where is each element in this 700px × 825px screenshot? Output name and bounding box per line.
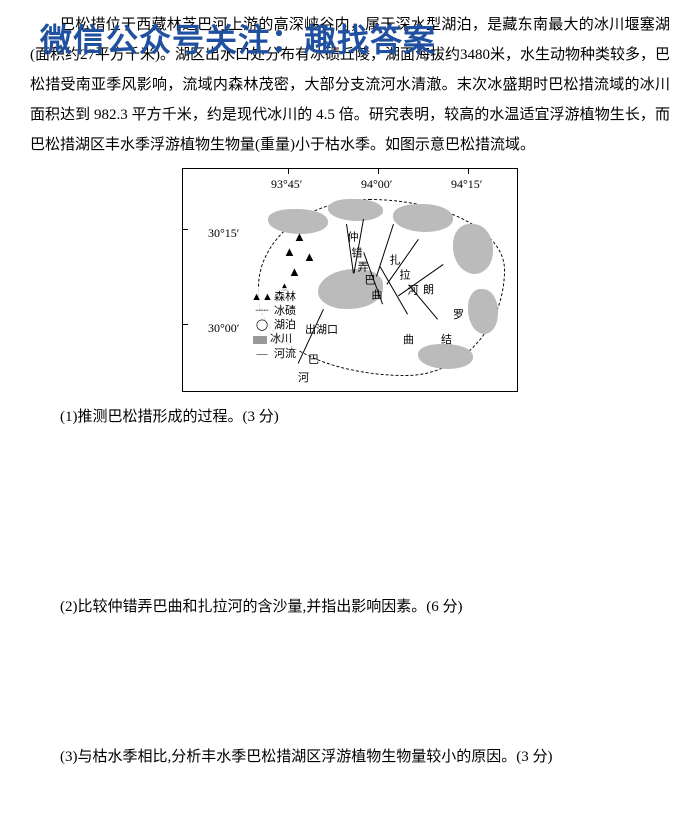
legend-label: 湖泊 bbox=[274, 318, 296, 332]
map-legend: ▲▲ 森林 ┈┈ 冰碛 ◯ 湖泊 冰川 — 河流 bbox=[251, 288, 298, 363]
legend-row: ┈┈ 冰碛 bbox=[253, 304, 296, 318]
question-3: (3)与枯水季相比,分析丰水季巴松措湖区浮游植物生物量较小的原因。(3 分) bbox=[30, 742, 670, 772]
map-label: 河 bbox=[401, 284, 423, 296]
lake-icon: ◯ bbox=[253, 318, 271, 332]
outlet-label: 出湖口 bbox=[305, 319, 338, 341]
legend-label: 冰川 bbox=[270, 332, 292, 346]
legend-label: 森林 bbox=[274, 290, 296, 304]
map-label: 巴 bbox=[308, 349, 319, 371]
map-label: 罗 bbox=[453, 304, 464, 326]
legend-row: ◯ 湖泊 bbox=[253, 318, 296, 332]
lon-label-2: 94°15′ bbox=[451, 172, 482, 196]
map-label: 结 bbox=[441, 329, 452, 351]
question-2: (2)比较仲错弄巴曲和扎拉河的含沙量,并指出影响因素。(6 分) bbox=[30, 592, 670, 622]
map-label: 曲 bbox=[403, 329, 414, 351]
glacier-blob bbox=[468, 289, 498, 334]
forest-icon: ▲▲ bbox=[253, 290, 271, 304]
intro-paragraph: 巴松措位于西藏林芝巴河上游的高深峡谷内，属于深水型湖泊，是藏东南最大的冰川堰塞湖… bbox=[30, 10, 670, 160]
tree-icon: ▲ bbox=[303, 244, 316, 270]
map-label: 弄 bbox=[351, 261, 373, 273]
lat-tick bbox=[183, 324, 188, 325]
map-label: 拉 bbox=[393, 269, 415, 281]
map-label: 错 bbox=[345, 247, 367, 259]
page-content: 巴松措位于西藏林芝巴河上游的高深峡谷内，属于深水型湖泊，是藏东南最大的冰川堰塞湖… bbox=[0, 0, 700, 782]
lon-label-0: 93°45′ bbox=[271, 172, 302, 196]
map-label: 扎 bbox=[383, 254, 405, 266]
lon-label-1: 94°00′ bbox=[361, 172, 392, 196]
legend-row: ▲▲ 森林 bbox=[253, 290, 296, 304]
lat-label-1: 30°00′ bbox=[208, 316, 239, 340]
map-label: 朗 bbox=[423, 279, 434, 301]
question-1: (1)推测巴松措形成的过程。(3 分) bbox=[30, 402, 670, 432]
glacier-blob bbox=[453, 224, 493, 274]
answer-space-2 bbox=[30, 622, 670, 732]
legend-row: — 河流 bbox=[253, 347, 296, 361]
moraine-icon: ┈┈ bbox=[253, 304, 271, 318]
map-figure: 93°45′ 94°00′ 94°15′ 30°15′ 30°00′ bbox=[182, 168, 518, 392]
legend-label: 冰碛 bbox=[274, 304, 296, 318]
river-icon: — bbox=[253, 347, 271, 361]
legend-label: 河流 bbox=[274, 347, 296, 361]
answer-space-1 bbox=[30, 432, 670, 582]
map-label: 巴 bbox=[358, 274, 380, 286]
glacier-icon bbox=[253, 336, 267, 344]
lat-tick bbox=[183, 229, 188, 230]
legend-row: 冰川 bbox=[253, 332, 296, 346]
map-label: 仲 bbox=[341, 231, 363, 243]
lat-label-0: 30°15′ bbox=[208, 221, 239, 245]
map-container: 93°45′ 94°00′ 94°15′ 30°15′ 30°00′ bbox=[30, 168, 670, 392]
map-label: 河 bbox=[298, 367, 309, 389]
map-label: 曲 bbox=[365, 289, 387, 301]
